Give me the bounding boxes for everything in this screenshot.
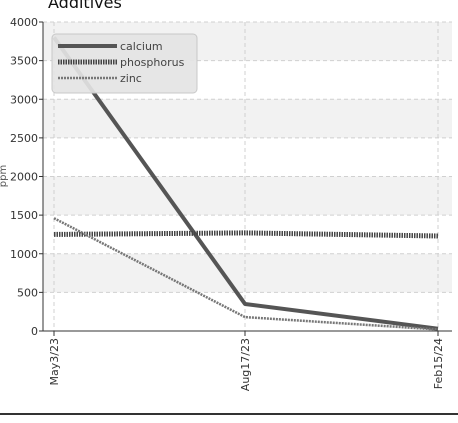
y-tick-label: 4000	[10, 16, 38, 29]
legend: calcium phosphorus zinc	[51, 33, 198, 94]
y-tick-label: 2000	[10, 171, 38, 184]
legend-label-phosphorus: phosphorus	[120, 56, 185, 69]
axes: 0 500 1000 1500 2000 2500 3000 3500 4000 May3/23 A…	[10, 16, 452, 391]
legend-label-calcium: calcium	[120, 40, 163, 53]
y-axis-label: ppm	[0, 165, 9, 187]
series-line-phosphorus	[53, 230, 439, 239]
y-tick-label: 1500	[10, 209, 38, 222]
y-tick-label: 3000	[10, 93, 38, 106]
plot-band	[43, 253, 452, 293]
chart-title: Additives	[48, 0, 122, 12]
x-tick-label: May3/23	[48, 338, 61, 385]
y-tick-label: 1000	[10, 248, 38, 261]
y-tick-label: 0	[31, 325, 38, 338]
y-tick-label: 3500	[10, 55, 38, 68]
x-tick-label: Feb15/24	[432, 338, 445, 389]
plot-band	[43, 176, 452, 216]
x-tick-label: Aug17/23	[239, 338, 252, 391]
y-tick-label: 500	[17, 286, 38, 299]
legend-label-zinc: zinc	[120, 72, 142, 85]
y-tick-label: 2500	[10, 132, 38, 145]
